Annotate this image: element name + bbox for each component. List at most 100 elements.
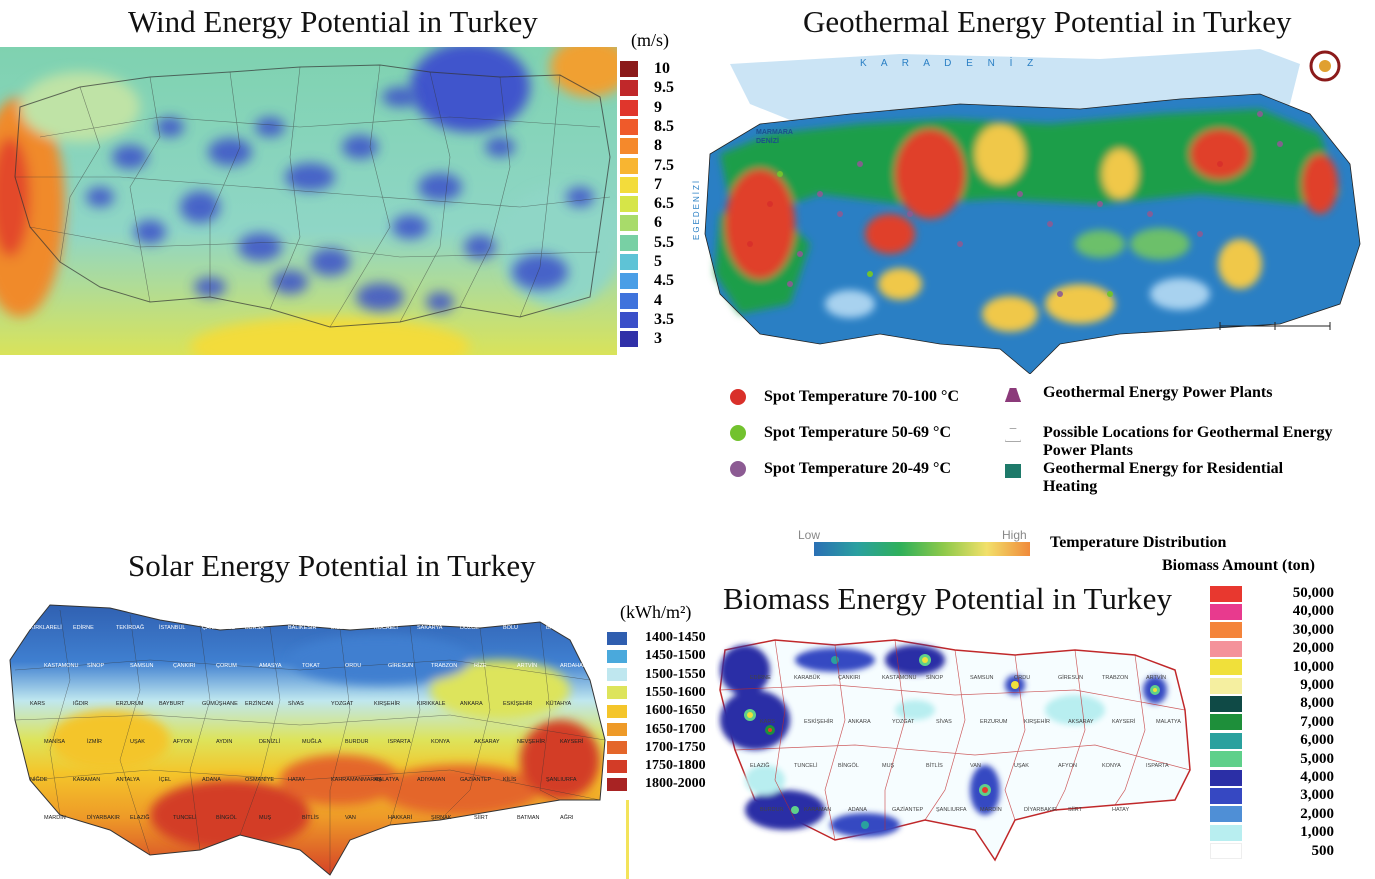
scale-high-label: High bbox=[1002, 528, 1027, 542]
biomass-legend-swatch bbox=[1210, 677, 1242, 694]
solar-legend-swatch bbox=[607, 741, 627, 755]
solar-city-label: AYDIN bbox=[216, 739, 233, 745]
solar-city-label: RİZE bbox=[474, 663, 487, 669]
biomass-legend-item: 40,000 bbox=[1210, 603, 1334, 620]
biomass-city-label: UŞAK bbox=[1014, 763, 1029, 769]
biomass-legend-item: 8,000 bbox=[1210, 695, 1334, 712]
biomass-legend-item: 3,000 bbox=[1210, 787, 1334, 804]
solar-city-label: DÜZCE bbox=[460, 625, 479, 631]
solar-legend-label: 1450-1500 bbox=[645, 648, 706, 664]
biomass-city-label: SAMSUN bbox=[970, 675, 994, 681]
emblem-icon bbox=[1309, 50, 1341, 82]
biomass-city-label: HATAY bbox=[1112, 807, 1130, 813]
biomass-city-label: KARS bbox=[760, 719, 775, 725]
biomass-legend-label: 3,000 bbox=[1300, 787, 1334, 804]
solar-city-label: AĞRI bbox=[560, 815, 574, 821]
biomass-legend-swatch bbox=[1210, 824, 1242, 841]
wind-legend-label: 8.5 bbox=[654, 117, 674, 135]
wind-legend-label: 10 bbox=[654, 60, 670, 77]
biomass-city-label: KIRŞEHİR bbox=[1024, 719, 1050, 725]
biomass-city-label: TRABZON bbox=[1102, 675, 1129, 681]
wind-legend-label: 3 bbox=[654, 330, 662, 348]
wind-legend-label: 4 bbox=[654, 291, 662, 309]
biomass-legend-label: 2,000 bbox=[1300, 805, 1334, 822]
solar-title: Solar Energy Potential in Turkey bbox=[128, 548, 536, 583]
solar-city-label: ARDAHAN bbox=[560, 663, 587, 669]
solar-city-label: UŞAK bbox=[130, 739, 145, 745]
wind-legend-item: 5 bbox=[620, 253, 662, 271]
solar-legend-item: 1500-1550 bbox=[607, 667, 706, 683]
biomass-legend-swatch bbox=[1210, 732, 1242, 749]
solar-legend-item: 1800-2000 bbox=[607, 776, 706, 792]
biomass-legend-swatch bbox=[1210, 585, 1242, 602]
solar-city-label: ISPARTA bbox=[388, 739, 411, 745]
biomass-city-label: KASTAMONU bbox=[882, 675, 917, 681]
wind-legend-swatch bbox=[620, 118, 638, 135]
wind-legend-label: 7.5 bbox=[654, 156, 674, 174]
geothermal-plant-label: Geothermal Energy for Residential Heatin… bbox=[1043, 460, 1284, 495]
biomass-legend-item: 1,000 bbox=[1210, 824, 1334, 841]
solar-city-label: DİYARBAKIR bbox=[87, 815, 120, 821]
solar-city-label: HAKKARİ bbox=[388, 815, 413, 821]
biomass-legend-item: 20,000 bbox=[1210, 640, 1334, 657]
biomass-city-label: MARDİN bbox=[980, 807, 1002, 813]
solar-city-label: GÜMÜŞHANE bbox=[202, 701, 238, 707]
biomass-legend-label: 8,000 bbox=[1300, 695, 1334, 712]
wind-legend-swatch bbox=[620, 273, 638, 290]
biomass-city-label: ISPARTA bbox=[1146, 763, 1169, 769]
solar-legend-swatch bbox=[607, 686, 627, 700]
geothermal-spot-label: Spot Temperature 70-100 °C bbox=[764, 388, 959, 405]
wind-legend-label: 8 bbox=[654, 137, 662, 155]
wind-legend-item: 8 bbox=[620, 137, 662, 155]
wind-legend-label: 9 bbox=[654, 98, 662, 116]
scale-low-label: Low bbox=[798, 528, 821, 542]
solar-city-label: OSMANİYE bbox=[245, 777, 275, 783]
wind-legend-item: 9.5 bbox=[620, 79, 674, 97]
biomass-city-label: ADANA bbox=[848, 807, 867, 813]
solar-city-label: SİİRT bbox=[474, 815, 488, 821]
spot-dot-icon bbox=[730, 425, 746, 441]
biomass-city-label: ARTVİN bbox=[1146, 675, 1167, 681]
biomass-city-label: KAYSERİ bbox=[1112, 719, 1136, 725]
solar-city-label: DENİZLİ bbox=[259, 739, 281, 745]
solar-city-label: ERZURUM bbox=[116, 701, 144, 707]
biomass-city-label: BİTLİS bbox=[926, 763, 943, 769]
solar-city-label: IĞDIR bbox=[73, 701, 89, 707]
biomass-legend-swatch bbox=[1210, 622, 1242, 639]
solar-legend-label: 1400-1450 bbox=[645, 630, 706, 645]
biomass-city-label: YOZGAT bbox=[892, 719, 915, 725]
solar-legend-item: 1600-1650 bbox=[607, 703, 706, 719]
solar-city-label: MARDİN bbox=[44, 815, 66, 821]
solar-city-label: ANTALYA bbox=[116, 777, 140, 783]
solar-city-label: TRABZON bbox=[431, 663, 458, 669]
biomass-legend-item: 5,000 bbox=[1210, 751, 1334, 768]
biomass-unit: Biomass Amount (ton) bbox=[1162, 557, 1315, 574]
solar-city-label: BURSA bbox=[245, 625, 264, 631]
solar-panel: Solar Energy Potential in Turkey bbox=[0, 540, 720, 879]
biomass-legend-swatch bbox=[1210, 640, 1242, 657]
wind-legend-swatch bbox=[620, 311, 638, 328]
geothermal-spot-label: Spot Temperature 50-69 °C bbox=[764, 424, 951, 441]
solar-city-label: KARS bbox=[30, 701, 45, 707]
solar-city-label: NİĞDE bbox=[30, 777, 48, 783]
wind-panel: Wind Energy Potential in Turkey bbox=[0, 0, 700, 370]
biomass-city-label: SİVAS bbox=[936, 719, 952, 725]
wind-unit: (m/s) bbox=[631, 30, 669, 50]
solar-city-label: SİVAS bbox=[288, 701, 304, 707]
solar-city-label: TOKAT bbox=[302, 663, 320, 669]
wind-legend-item: 10 bbox=[620, 60, 670, 78]
solar-city-label: GİRESUN bbox=[388, 663, 414, 669]
wind-legend-swatch bbox=[620, 215, 638, 232]
biomass-legend-label: 5,000 bbox=[1300, 750, 1334, 767]
biomass-legend-swatch bbox=[1210, 695, 1242, 712]
solar-city-label: ANKARA bbox=[460, 701, 483, 707]
biomass-legend-item: 4,000 bbox=[1210, 769, 1334, 786]
geothermal-title: Geothermal Energy Potential in Turkey bbox=[803, 4, 1292, 39]
solar-legend-swatch bbox=[607, 631, 627, 645]
solar-city-label: KİLİS bbox=[503, 777, 517, 783]
biomass-city-label: KARAMAN bbox=[804, 807, 832, 813]
solar-city-label: MANİSA bbox=[44, 739, 66, 745]
solar-city-label: İSTANBUL bbox=[159, 625, 186, 631]
solar-city-label: SAMSUN bbox=[130, 663, 154, 669]
biomass-city-label: KONYA bbox=[1102, 763, 1121, 769]
